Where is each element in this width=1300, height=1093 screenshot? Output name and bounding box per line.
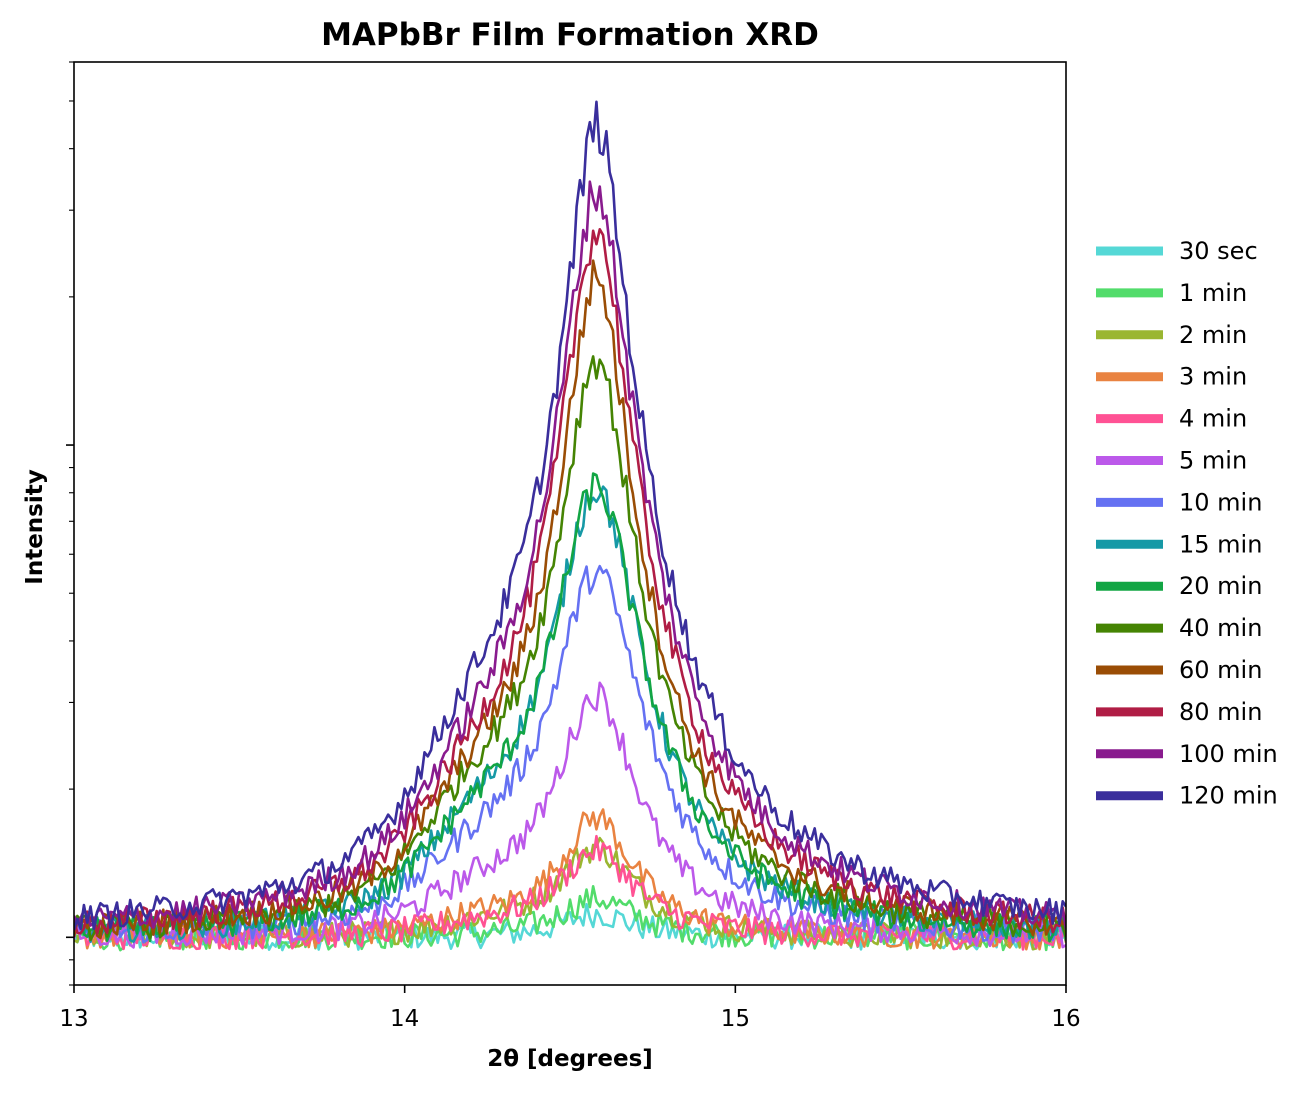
legend-label: 3 min [1179,363,1247,391]
legend-item: 60 min [1096,656,1262,684]
legend-label: 4 min [1179,405,1247,433]
legend-item: 10 min [1096,488,1262,516]
series-line-1-min [74,885,1066,952]
legend-label: 60 min [1179,656,1262,684]
legend-item: 1 min [1096,279,1247,307]
y-axis-ticks [66,61,74,986]
x-tick-label: 14 [390,1006,419,1032]
x-tick-label: 13 [59,1006,88,1032]
legend-item: 100 min [1096,740,1278,768]
series-line-120-min [74,100,1066,931]
legend-label: 15 min [1179,530,1262,558]
legend: 30 sec 1 min 2 min 3 min 4 min 5 min 10 min 15 … [1096,237,1278,810]
legend-item: 4 min [1096,405,1247,433]
legend-item: 5 min [1096,447,1247,475]
legend-label: 20 min [1179,572,1262,600]
legend-item: 20 min [1096,572,1262,600]
legend-item: 2 min [1096,321,1247,349]
series-layer [74,100,1066,952]
plot-frame [73,61,1067,986]
legend-label: 80 min [1179,698,1262,726]
x-tick-label: 16 [1051,1006,1080,1032]
x-axis-ticks: 13 14 15 16 [59,985,1081,1032]
series-line-60-min [74,259,1066,940]
legend-label: 100 min [1179,740,1278,768]
legend-label: 40 min [1179,614,1262,642]
legend-item: 3 min [1096,363,1247,391]
legend-label: 5 min [1179,447,1247,475]
x-tick-label: 15 [721,1006,750,1032]
legend-label: 1 min [1179,279,1247,307]
y-axis-label: Intensity [22,469,48,584]
series-line-5-min [74,681,1066,949]
legend-item: 15 min [1096,530,1262,558]
legend-item: 30 sec [1096,237,1258,265]
legend-item: 120 min [1096,782,1278,810]
legend-label: 30 sec [1179,237,1258,265]
x-axis-label: 2θ [degrees] [487,1046,653,1072]
legend-label: 120 min [1179,782,1278,810]
legend-label: 2 min [1179,321,1247,349]
legend-label: 10 min [1179,488,1262,516]
legend-item: 80 min [1096,698,1262,726]
legend-item: 40 min [1096,614,1262,642]
chart-title: MAPbBr Film Formation XRD [321,17,819,53]
